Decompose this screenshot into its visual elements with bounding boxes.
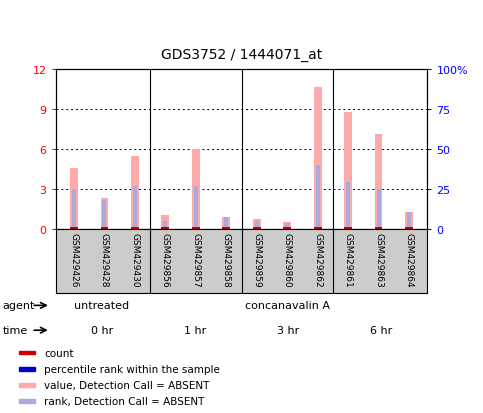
Text: concanavalin A: concanavalin A	[245, 301, 330, 311]
Text: GSM429864: GSM429864	[405, 233, 413, 287]
Bar	[344, 228, 352, 229]
Text: GSM429861: GSM429861	[344, 233, 353, 287]
Text: GDS3752 / 1444071_at: GDS3752 / 1444071_at	[161, 48, 322, 62]
Text: agent: agent	[2, 301, 35, 311]
Bar	[314, 88, 322, 229]
Bar	[225, 217, 228, 229]
Text: GSM429863: GSM429863	[374, 233, 383, 287]
Text: count: count	[44, 348, 74, 358]
Text: 6 hr: 6 hr	[370, 325, 392, 335]
Bar	[19, 351, 35, 355]
Bar	[314, 228, 322, 229]
Bar	[223, 217, 230, 229]
Bar	[255, 222, 258, 229]
Text: GSM429857: GSM429857	[191, 233, 200, 287]
Bar	[102, 200, 106, 229]
Bar	[375, 228, 383, 229]
Bar	[19, 367, 35, 370]
Text: 0 hr: 0 hr	[91, 325, 113, 335]
Bar	[161, 228, 169, 229]
Text: GSM429426: GSM429426	[70, 233, 78, 287]
Bar	[100, 228, 108, 229]
Bar	[405, 228, 413, 229]
Bar	[284, 223, 291, 229]
Bar	[133, 187, 137, 229]
Bar	[100, 199, 108, 229]
Bar	[19, 399, 35, 403]
Text: percentile rank within the sample: percentile rank within the sample	[44, 364, 220, 374]
Text: GSM429430: GSM429430	[130, 233, 139, 287]
Bar	[316, 166, 320, 229]
Text: 3 hr: 3 hr	[277, 325, 299, 335]
Bar	[192, 150, 199, 229]
Bar	[405, 212, 413, 229]
Bar	[253, 228, 260, 229]
Bar	[284, 228, 291, 229]
Bar	[285, 224, 289, 229]
Bar	[131, 157, 139, 229]
Text: GSM429859: GSM429859	[252, 233, 261, 287]
Text: GSM429856: GSM429856	[161, 233, 170, 287]
Text: time: time	[2, 325, 28, 335]
Bar	[70, 168, 78, 229]
Bar	[163, 222, 167, 229]
Bar	[70, 228, 78, 229]
Text: GSM429860: GSM429860	[283, 233, 292, 287]
Bar	[375, 135, 383, 229]
Text: GSM429862: GSM429862	[313, 233, 322, 287]
Text: GSM429428: GSM429428	[100, 233, 109, 287]
Bar	[377, 190, 381, 229]
Text: untreated: untreated	[74, 301, 129, 311]
Bar	[192, 228, 199, 229]
Bar	[344, 113, 352, 229]
Bar	[131, 228, 139, 229]
Bar	[72, 190, 76, 229]
Bar	[346, 183, 350, 229]
Text: GSM429858: GSM429858	[222, 233, 231, 287]
Bar	[161, 216, 169, 229]
Bar	[194, 187, 198, 229]
Bar	[223, 228, 230, 229]
Bar	[407, 212, 411, 229]
Bar	[253, 220, 260, 229]
Text: 1 hr: 1 hr	[184, 325, 206, 335]
Text: value, Detection Call = ABSENT: value, Detection Call = ABSENT	[44, 380, 210, 390]
Text: rank, Detection Call = ABSENT: rank, Detection Call = ABSENT	[44, 396, 205, 406]
Bar	[19, 383, 35, 387]
